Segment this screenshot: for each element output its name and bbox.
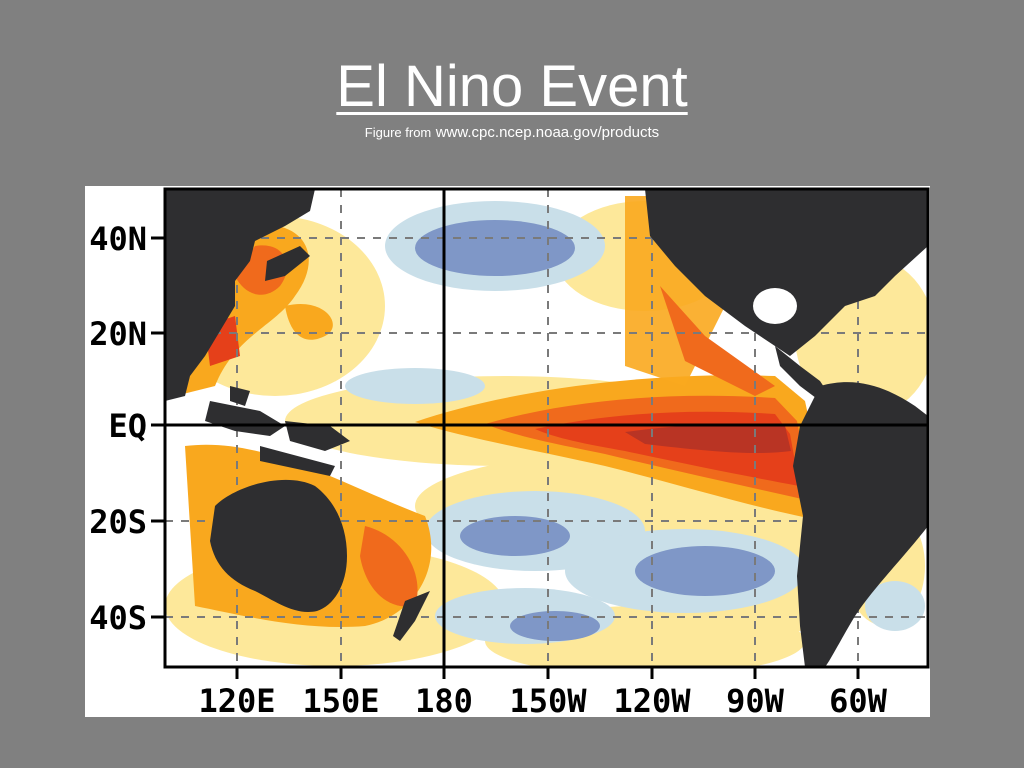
lon-label-150w: 150W bbox=[509, 682, 587, 717]
land-masses bbox=[165, 189, 928, 667]
lon-labels: 120E 150E 180 150W 120W 90W 60W bbox=[198, 682, 887, 717]
lat-ticks bbox=[151, 236, 165, 619]
landmass-new-zealand bbox=[393, 591, 430, 641]
lon-label-150e: 150E bbox=[302, 682, 379, 717]
figure-credit: Figure from www.cpc.ncep.noaa.gov/produc… bbox=[0, 124, 1024, 142]
landmass-java bbox=[260, 446, 335, 476]
lat-labels: 40N 20N EQ 20S 40S bbox=[89, 220, 147, 637]
landmass-south-america bbox=[793, 382, 928, 667]
landmass-indonesia bbox=[205, 401, 285, 436]
cool-anomaly-strong bbox=[415, 220, 775, 641]
plot-area bbox=[165, 189, 928, 667]
landmass-australia bbox=[210, 479, 347, 612]
credit-prefix: Figure from bbox=[364, 125, 432, 140]
map-svg: 40N 20N EQ 20S 40S 120E 150E 180 150W 12… bbox=[89, 187, 930, 717]
reference-lines bbox=[165, 189, 928, 667]
lon-ticks bbox=[235, 667, 860, 679]
lat-label-40s: 40S bbox=[89, 599, 147, 637]
lon-label-60w: 60W bbox=[829, 682, 888, 717]
lon-label-120w: 120W bbox=[613, 682, 691, 717]
lon-label-90w: 90W bbox=[726, 682, 785, 717]
lat-label-20n: 20N bbox=[89, 315, 147, 353]
landmass-central-america bbox=[775, 346, 830, 401]
lat-label-eq: EQ bbox=[108, 407, 147, 445]
landmass-asia bbox=[165, 189, 315, 401]
credit-url: www.cpc.ncep.noaa.gov/products bbox=[435, 124, 660, 141]
sst-anomaly-map: 40N 20N EQ 20S 40S 120E 150E 180 150W 12… bbox=[85, 186, 930, 717]
lon-label-120e: 120E bbox=[198, 682, 275, 717]
landmass-japan bbox=[265, 246, 310, 281]
landmass-north-america bbox=[645, 189, 928, 356]
lon-label-180: 180 bbox=[415, 682, 473, 717]
landmass-new-guinea bbox=[285, 421, 350, 451]
lat-label-20s: 20S bbox=[89, 503, 147, 541]
equatorial-warm-tongue bbox=[415, 375, 825, 521]
lat-label-40n: 40N bbox=[89, 220, 147, 258]
slide-title: El Nino Event bbox=[336, 54, 688, 119]
